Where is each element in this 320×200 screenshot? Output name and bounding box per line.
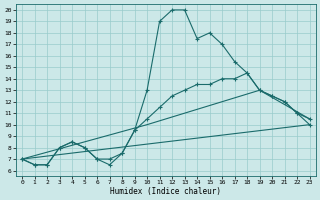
X-axis label: Humidex (Indice chaleur): Humidex (Indice chaleur) <box>110 187 221 196</box>
